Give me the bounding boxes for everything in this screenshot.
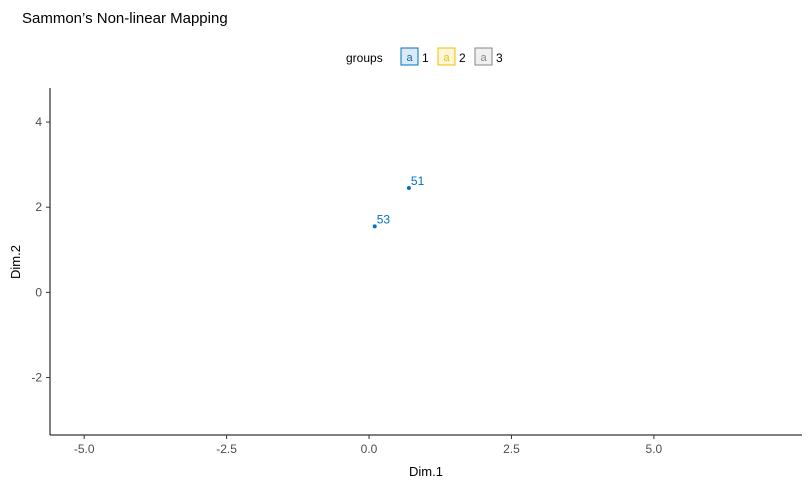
- x-axis-title: Dim.1: [409, 464, 443, 479]
- legend-key-3: [474, 47, 493, 66]
- legend-label-2: 2: [459, 51, 466, 65]
- x-tick-label: 5.0: [646, 442, 663, 456]
- y-axis-title: Dim.2: [8, 245, 23, 279]
- legend-key-glyph: a: [480, 52, 487, 64]
- legend-key-glyph: a: [406, 52, 413, 64]
- chart-title: Sammon’s Non-linear Mapping: [22, 10, 228, 27]
- legend-title: groups: [346, 51, 383, 65]
- point-51: [406, 186, 411, 191]
- y-tick-label: 2: [35, 200, 42, 214]
- legend-key-glyph: a: [443, 52, 450, 64]
- axes: -5.0 -2.5 0.0 2.5 5.0 -2 0 2 4 Dim.1 Dim.2: [8, 88, 802, 479]
- point-label-53: 53: [377, 212, 391, 226]
- y-tick-label: -2: [31, 371, 42, 385]
- legend-key-2: [437, 47, 456, 66]
- x-tick-label: 2.5: [503, 442, 520, 456]
- y-tick-label: 4: [35, 115, 42, 129]
- legend-label-1: 1: [422, 51, 429, 65]
- legend-label-3: 3: [496, 51, 503, 65]
- x-tick-label: -2.5: [216, 442, 237, 456]
- x-tick-label: 0.0: [361, 442, 378, 456]
- y-tick-label: 0: [35, 285, 42, 299]
- data-points: [372, 186, 411, 229]
- point-labels: 51 53: [377, 174, 425, 226]
- legend-key-1: [400, 47, 419, 66]
- x-tick-label: -5.0: [74, 442, 95, 456]
- point-53: [372, 224, 377, 229]
- point-label-51: 51: [411, 174, 425, 188]
